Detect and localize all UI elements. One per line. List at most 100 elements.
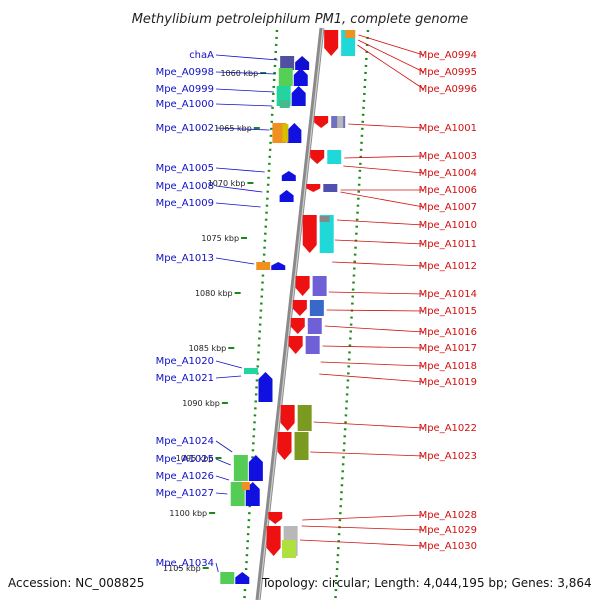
- dotted-guides: [243, 29, 370, 600]
- right-gene-label: Mpe_A1023: [419, 451, 477, 462]
- left-gene-label: Mpe_A1025: [156, 454, 214, 465]
- gene-box-mpe_a0998: [278, 68, 293, 86]
- right-gene-label: Mpe_A1029: [419, 525, 477, 536]
- gene-arrow-mpe_a1013: [271, 262, 286, 270]
- right-leader-line: [313, 421, 424, 429]
- gene-box-mpe_a1003: [327, 150, 342, 164]
- right-leader-line: [348, 123, 424, 129]
- gene-box-mpe_a1014: [312, 276, 327, 296]
- gene-arrow-mpe_a0999: [291, 86, 306, 106]
- left-leader-line: [215, 360, 243, 369]
- right-leader-line: [322, 345, 424, 349]
- right-gene-label: Mpe_A1022: [419, 423, 477, 434]
- right-gene-label: Mpe_A1010: [419, 220, 477, 231]
- right-leader-line: [302, 514, 424, 521]
- right-leader-line: [332, 261, 424, 267]
- left-leader-line: [215, 167, 265, 173]
- backbone-highlight: [258, 27, 324, 600]
- right-guide-line: [334, 29, 370, 600]
- gene-arrow-mpe_a1029: [266, 526, 281, 556]
- gene-box-chaa: [280, 56, 295, 70]
- map-title: Methylibium petroleiphilum PM1, complete…: [132, 12, 469, 27]
- right-leader-line: [357, 44, 424, 90]
- left-leader-line: [215, 54, 278, 61]
- right-leader-line: [320, 361, 424, 367]
- right-gene-label: Mpe_A1015: [419, 306, 477, 317]
- gene-arrow-mpe_a1006: [306, 184, 321, 192]
- right-gene-label: Mpe_A0994: [419, 50, 477, 61]
- right-gene-label: Mpe_A1001: [419, 123, 477, 134]
- left-gene-label: Mpe_A1027: [156, 488, 214, 499]
- right-leader-line: [326, 309, 424, 312]
- gene-box-mpe_a1034: [220, 572, 235, 584]
- gene-box-mpe_a1001-b: [337, 116, 344, 128]
- right-leader-line: [357, 39, 424, 73]
- gene-arrow-mpe_a1008: [279, 190, 294, 202]
- gene-box-mpe_a1015: [309, 300, 324, 316]
- right-gene-label: Mpe_A1014: [419, 289, 477, 300]
- gene-arrow-mpe_a1034: [235, 572, 250, 584]
- left-leader-line: [215, 440, 233, 453]
- gene-arrow-mpe_a1005: [281, 171, 296, 181]
- right-leader-line: [328, 291, 424, 295]
- kbp-tick-label: 1105 kbp: [163, 564, 201, 573]
- right-gene-label: Mpe_A1011: [419, 239, 477, 250]
- right-gene-label: Mpe_A1018: [419, 361, 477, 372]
- gene-box-mpe_a1002-b: [282, 124, 289, 142]
- left-gene-label: Mpe_A1000: [156, 99, 214, 110]
- gene-arrow-chaa: [295, 56, 310, 70]
- kbp-tick-label: 1080 kbp: [195, 289, 233, 298]
- gene-box-mpe_a1017: [305, 336, 320, 354]
- gene-box-mpe_a1023: [294, 432, 309, 460]
- left-gene-label: Mpe_A1021: [156, 373, 214, 384]
- gene-arrow-mpe_a1001: [314, 116, 329, 128]
- right-gene-labels: Mpe_A0994 Mpe_A0995 Mpe_A0996 Mpe_A1001 Mpe_…: [299, 34, 477, 552]
- kbp-tick-label: 1095 kbp: [176, 454, 214, 463]
- left-gene-label: Mpe_A0999: [156, 84, 214, 95]
- gene-arrow-mpe_a1010: [302, 215, 317, 253]
- gene-box-mpe_a1026: [241, 482, 250, 490]
- gene-box-mpe_a1020: [243, 368, 258, 374]
- left-leader-line: [215, 185, 263, 193]
- gene-arrow-mpe_a1022: [280, 405, 295, 431]
- kbp-tick-label: 1070 kbp: [208, 179, 246, 188]
- gene-arrow-mpe_a1017: [288, 336, 303, 354]
- gene-arrow-mpe_a1014: [295, 276, 310, 296]
- right-leader-line: [310, 451, 424, 457]
- right-leader-line: [343, 165, 424, 174]
- gene-arrow-mpe_a1023: [277, 432, 292, 460]
- gene-box-mpe_a1030: [282, 540, 296, 558]
- left-gene-label: Mpe_A1026: [156, 471, 214, 482]
- right-gene-label: Mpe_A1028: [419, 510, 477, 521]
- gene-box-mpe_a1006: [323, 184, 338, 192]
- right-gene-label: Mpe_A0996: [419, 84, 477, 95]
- right-gene-label: Mpe_A1006: [419, 185, 477, 196]
- gene-arrow-mpe_a1003: [310, 150, 325, 164]
- left-leader-line: [215, 562, 219, 573]
- right-leader-line: [319, 373, 424, 383]
- gene-box-mpe_a1016: [307, 318, 322, 334]
- gene-features: [220, 30, 356, 584]
- gene-arrow-mpe_a1025: [248, 455, 263, 481]
- gene-box-mpe_a1022: [297, 405, 312, 431]
- right-gene-label: Mpe_A1030: [419, 541, 477, 552]
- right-gene-label: Mpe_A1017: [419, 343, 477, 354]
- left-gene-labels: chaA Mpe_A0998 Mpe_A0999 Mpe_A1000 Mpe_A1002…: [156, 50, 278, 573]
- left-leader-line: [215, 475, 230, 481]
- left-leader-line: [215, 127, 270, 131]
- left-gene-label: Mpe_A1009: [156, 198, 214, 209]
- gene-box-mpe_a1010: [319, 215, 334, 253]
- right-leader-line: [344, 155, 424, 159]
- left-gene-label: Mpe_A1002: [156, 123, 214, 134]
- gene-arrow-mpe_a0998: [293, 68, 308, 86]
- genome-backbone: [255, 27, 325, 600]
- left-leader-line: [215, 202, 261, 208]
- left-gene-label: Mpe_A1005: [156, 163, 214, 174]
- left-gene-label: Mpe_A1013: [156, 253, 214, 264]
- gene-arrow-mpe_a1002: [287, 123, 302, 143]
- left-gene-label: chaA: [189, 50, 214, 61]
- left-gene-label: Mpe_A1034: [156, 558, 214, 569]
- gene-box-mpe_a1000: [279, 100, 290, 108]
- left-leader-line: [215, 375, 242, 379]
